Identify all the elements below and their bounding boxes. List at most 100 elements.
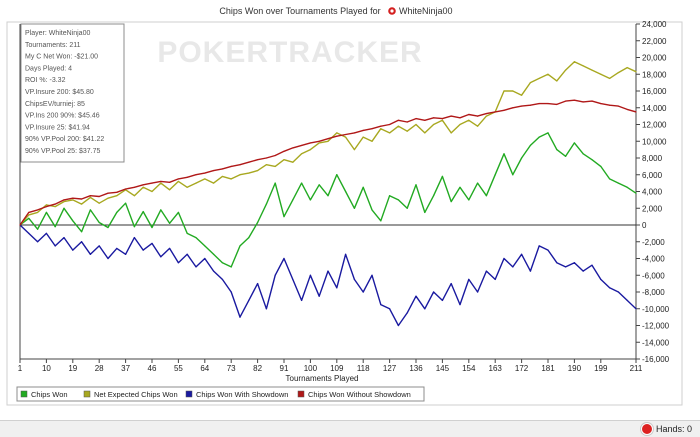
data-point (257, 221, 259, 224)
data-point (441, 299, 443, 301)
series-chips-won (19, 132, 637, 268)
data-point (345, 253, 347, 255)
data-point (292, 161, 294, 163)
data-point (107, 197, 109, 199)
data-point (406, 207, 408, 209)
data-point (45, 204, 48, 206)
data-point (125, 253, 127, 255)
data-point (617, 105, 620, 107)
x-tick-label: 19 (68, 364, 77, 373)
data-point (406, 312, 408, 314)
data-point (195, 174, 197, 176)
data-point (362, 129, 364, 131)
data-point (433, 117, 435, 119)
data-point (45, 211, 48, 214)
data-point (415, 123, 417, 126)
data-point (160, 209, 162, 211)
data-point (160, 256, 162, 258)
data-point (512, 174, 514, 176)
data-point (309, 142, 311, 144)
data-point (81, 231, 83, 233)
data-point (521, 105, 523, 107)
data-point (617, 71, 620, 74)
data-point (424, 119, 426, 121)
data-point (160, 182, 162, 184)
y-tick-label: -16,000 (642, 355, 670, 364)
x-tick-label: 82 (253, 364, 262, 373)
data-point (459, 117, 461, 119)
data-point (283, 216, 285, 218)
data-point (582, 270, 584, 272)
data-point (301, 153, 303, 155)
data-point (116, 247, 118, 250)
stats-line: ROI %: -3.32 (25, 77, 66, 84)
data-point (125, 202, 127, 204)
data-point (318, 295, 320, 297)
data-point (265, 157, 267, 159)
data-point (292, 278, 294, 281)
data-point (573, 142, 576, 144)
data-point (529, 104, 532, 106)
data-point (177, 211, 179, 214)
data-point (424, 132, 426, 134)
data-point (397, 125, 399, 127)
data-point (477, 182, 479, 184)
data-point (424, 211, 426, 214)
data-point (609, 77, 611, 80)
data-point (177, 262, 179, 264)
data-point (389, 308, 391, 310)
data-point (116, 191, 118, 193)
x-tick-label: 154 (462, 364, 476, 373)
data-point (151, 182, 153, 184)
x-tick-label: 211 (630, 364, 643, 373)
data-point (186, 176, 188, 178)
data-point (221, 278, 223, 281)
x-tick-label: 73 (227, 364, 236, 373)
data-point (239, 174, 241, 176)
data-point (450, 115, 452, 117)
data-point (151, 242, 153, 245)
data-point (221, 262, 223, 264)
data-point (521, 253, 523, 255)
data-point (591, 69, 593, 71)
data-point (63, 200, 65, 203)
data-point (213, 182, 215, 184)
data-point (45, 232, 48, 234)
data-point (72, 199, 74, 201)
data-point (292, 147, 294, 149)
data-point (345, 136, 347, 138)
data-point (274, 165, 276, 167)
data-point (485, 115, 487, 117)
stats-box-frame (20, 23, 125, 163)
x-tick-label: 55 (174, 364, 183, 373)
data-point (538, 77, 540, 80)
data-point (494, 111, 496, 113)
data-point (468, 199, 470, 201)
data-point (142, 211, 144, 213)
data-point (204, 178, 206, 180)
data-point (89, 253, 91, 255)
x-tick-label: 100 (304, 364, 318, 373)
data-point (45, 205, 48, 208)
player-icon (388, 7, 396, 15)
data-point (177, 178, 179, 180)
data-point (142, 184, 144, 186)
legend-label-chips-won: Chips Won (31, 390, 68, 399)
data-point (133, 236, 135, 239)
data-point (450, 200, 452, 203)
data-point (353, 132, 355, 134)
legend-swatch-net-expected-chips-won (83, 390, 91, 398)
data-point (37, 241, 39, 243)
data-point (547, 73, 549, 75)
data-point (54, 205, 56, 208)
data-point (600, 278, 602, 281)
data-point (556, 80, 558, 82)
data-point (283, 159, 285, 161)
data-point (529, 144, 532, 147)
data-point (635, 71, 637, 73)
data-point (142, 186, 144, 188)
data-point (617, 182, 620, 184)
data-point (248, 172, 250, 174)
data-point (397, 199, 399, 201)
data-point (529, 270, 532, 272)
